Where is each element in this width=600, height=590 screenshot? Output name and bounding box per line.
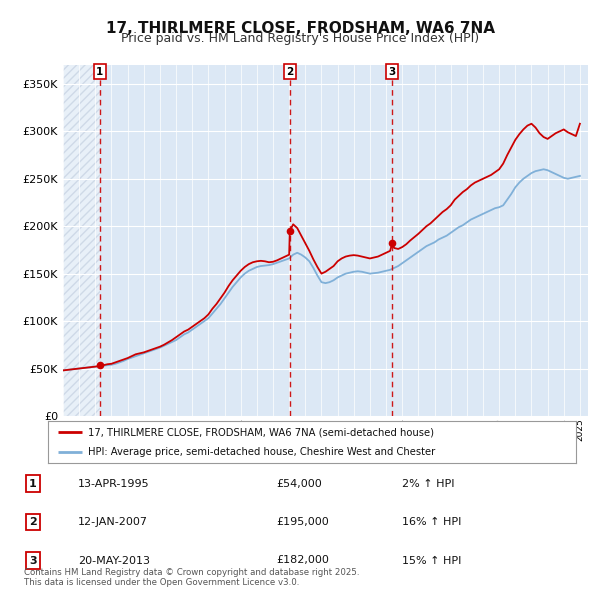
Text: 13-APR-1995: 13-APR-1995 (78, 479, 149, 489)
Text: 17, THIRLMERE CLOSE, FRODSHAM, WA6 7NA (semi-detached house): 17, THIRLMERE CLOSE, FRODSHAM, WA6 7NA (… (88, 427, 434, 437)
Bar (63, 65, 100, 416)
Text: 3: 3 (389, 67, 396, 77)
Text: 2% ↑ HPI: 2% ↑ HPI (402, 479, 455, 489)
Text: 1: 1 (96, 67, 103, 77)
Text: 20-MAY-2013: 20-MAY-2013 (78, 556, 150, 565)
Text: 16% ↑ HPI: 16% ↑ HPI (402, 517, 461, 527)
Text: 2: 2 (29, 517, 37, 527)
Text: HPI: Average price, semi-detached house, Cheshire West and Chester: HPI: Average price, semi-detached house,… (88, 447, 435, 457)
Text: 12-JAN-2007: 12-JAN-2007 (78, 517, 148, 527)
Text: 17, THIRLMERE CLOSE, FRODSHAM, WA6 7NA: 17, THIRLMERE CLOSE, FRODSHAM, WA6 7NA (106, 21, 494, 35)
Text: £54,000: £54,000 (276, 479, 322, 489)
Text: 3: 3 (29, 556, 37, 565)
Text: 15% ↑ HPI: 15% ↑ HPI (402, 556, 461, 565)
Text: Price paid vs. HM Land Registry's House Price Index (HPI): Price paid vs. HM Land Registry's House … (121, 32, 479, 45)
Text: £182,000: £182,000 (276, 556, 329, 565)
Text: Contains HM Land Registry data © Crown copyright and database right 2025.
This d: Contains HM Land Registry data © Crown c… (24, 568, 359, 587)
Text: 2: 2 (286, 67, 293, 77)
Text: £195,000: £195,000 (276, 517, 329, 527)
Text: 1: 1 (29, 479, 37, 489)
